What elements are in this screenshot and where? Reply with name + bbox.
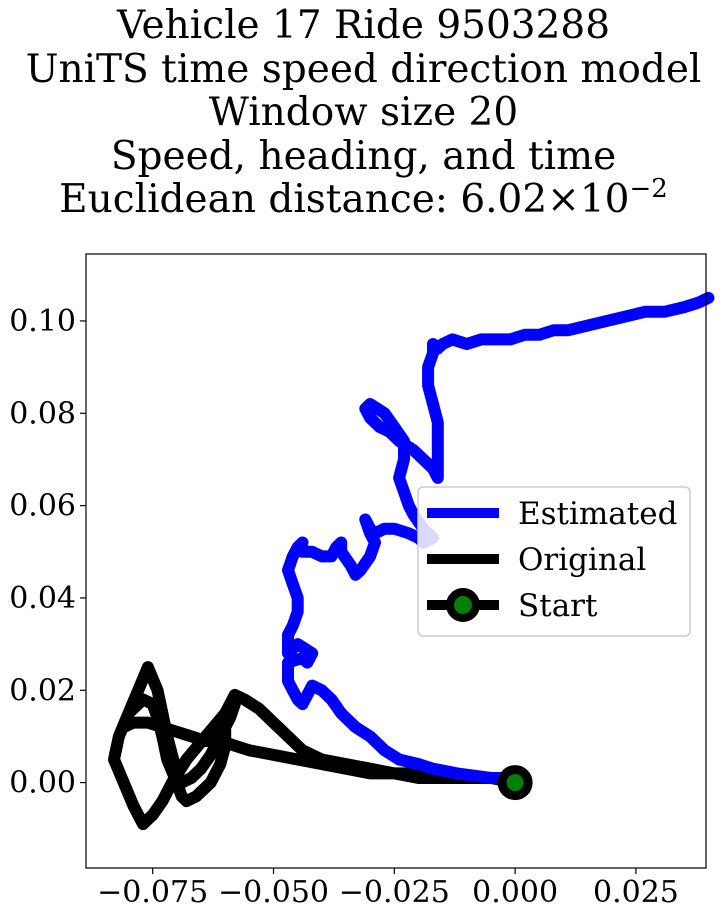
series-line-original	[108, 661, 522, 831]
legend-label-start: Start	[518, 588, 598, 624]
x-tick-label: −0.075	[97, 875, 208, 910]
y-tick-label: 0.00	[9, 766, 76, 801]
distance-times: ×	[547, 177, 580, 222]
y-tick-label: 0.08	[9, 396, 76, 431]
legend-box	[417, 486, 691, 637]
y-tick-label: 0.02	[9, 673, 76, 708]
x-axis: −0.075 −0.050 −0.025 0.000 0.025	[97, 868, 679, 910]
title-line-3: Window size 20	[208, 90, 519, 135]
title-line-4: Speed, heading, and time	[110, 133, 617, 179]
x-tick-label: −0.050	[218, 875, 329, 910]
x-tick-label: 0.025	[593, 875, 679, 910]
series-line-estimated	[282, 291, 715, 784]
title-line-2: UniTS time speed direction model	[25, 46, 702, 92]
legend-start-marker	[446, 588, 480, 622]
x-tick-label: −0.025	[339, 875, 450, 910]
y-tick-label: 0.10	[9, 304, 76, 339]
x-tick-label: 0.000	[472, 875, 558, 910]
y-tick-label: 0.06	[9, 489, 76, 524]
distance-base: 10	[579, 177, 630, 222]
y-tick-label: 0.04	[9, 581, 76, 616]
legend-label-original: Original	[518, 542, 646, 578]
axes-frame	[85, 253, 707, 869]
legend: Estimated Original Start	[417, 486, 691, 637]
legend-label-estimated: Estimated	[518, 496, 677, 532]
distance-exponent: −2	[629, 174, 668, 204]
distance-prefix: Euclidean distance:	[59, 177, 461, 222]
series-layer	[108, 291, 715, 831]
distance-mantissa: 6.02	[460, 177, 548, 222]
chart-title: Vehicle 17 Ride 9503288 UniTS time speed…	[0, 4, 727, 222]
title-line-1: Vehicle 17 Ride 9503288	[116, 3, 611, 48]
y-axis: 0.00 0.02 0.04 0.06 0.08 0.10	[9, 304, 86, 801]
title-line-5: Euclidean distance: 6.02×10−2	[0, 176, 727, 222]
start-marker	[497, 765, 533, 801]
